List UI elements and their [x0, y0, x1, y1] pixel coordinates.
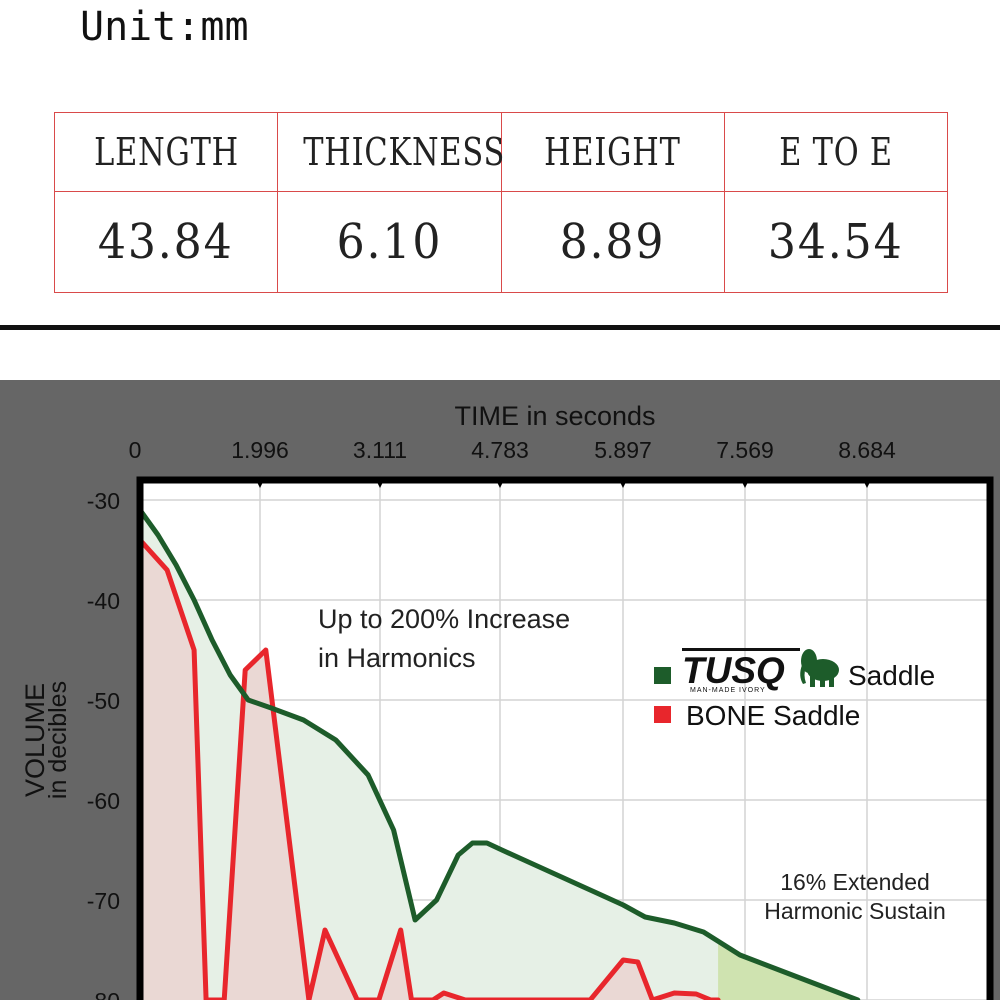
chart-panel: TIME in seconds 0 1.996 3.111 4.783 5.897 7.5…	[0, 380, 1000, 1000]
value-thickness: 6.10	[277, 191, 502, 293]
y-tick-labels: -30 -40 -50 -60 -70 -80	[87, 488, 120, 1000]
annotation-increase-line1: Up to 200% Increase	[318, 604, 570, 634]
unit-label: Unit:mm	[80, 4, 249, 50]
x-tick-label: 7.569	[716, 437, 774, 463]
top-tick-mark	[618, 478, 628, 488]
top-tick-mark	[495, 478, 505, 488]
y-tick-label: -80	[87, 988, 120, 1000]
header-thickness: THICKNESS	[277, 112, 505, 192]
sustain-highlight-fill	[718, 941, 858, 1000]
header-length: LENGTH	[53, 112, 279, 192]
top-tick-marks	[255, 478, 872, 488]
legend-brand-tagline: MAN-MADE IVORY	[690, 687, 766, 694]
table-header-row: LENGTH THICKNESS HEIGHT E TO E	[53, 112, 949, 192]
bone-area-fill	[140, 540, 719, 1000]
y-axis-subtitle: in decibles	[44, 681, 72, 799]
legend-label-bone: BONE Saddle	[686, 700, 860, 731]
header-height: HEIGHT	[500, 112, 725, 192]
y-tick-label: -70	[87, 888, 120, 914]
x-axis-title: TIME in seconds	[454, 401, 655, 431]
x-tick-label: 3.111	[353, 437, 407, 463]
plot-frame	[136, 476, 994, 1000]
top-tick-mark	[375, 478, 385, 488]
value-length: 43.84	[53, 191, 279, 293]
bone-series-line	[137, 537, 721, 1000]
legend-brand-tusq: TUSQ	[682, 650, 785, 691]
legend-swatch-bone	[654, 706, 671, 723]
tusq-series-line	[137, 507, 861, 1000]
x-tick-label: 5.897	[594, 437, 652, 463]
annotation-sustain: 16% Extended Harmonic Sustain	[764, 869, 946, 924]
value-height: 8.89	[500, 191, 725, 293]
top-tick-mark	[255, 478, 265, 488]
legend: TUSQ MAN-MADE IVORY Saddle BONE Saddle	[654, 648, 935, 731]
section-divider	[0, 325, 1000, 330]
header-e-to-e: E TO E	[723, 112, 949, 192]
annotation-sustain-line2: Harmonic Sustain	[764, 898, 946, 924]
annotation-increase-line2: in Harmonics	[318, 643, 476, 673]
y-tick-label: -60	[87, 788, 120, 814]
series-lines	[137, 507, 861, 1000]
x-tick-label: 8.684	[838, 437, 896, 463]
legend-label-tusq: Saddle	[848, 660, 935, 691]
annotation-sustain-line1: 16% Extended	[780, 869, 930, 895]
volume-time-chart: TIME in seconds 0 1.996 3.111 4.783 5.897 7.5…	[20, 401, 994, 1000]
table-value-row: 43.84 6.10 8.89 34.54	[53, 191, 949, 293]
y-tick-label: -50	[87, 688, 120, 714]
legend-swatch-tusq	[654, 667, 671, 684]
top-tick-mark	[740, 478, 750, 488]
y-tick-label: -40	[87, 588, 120, 614]
x-tick-labels: 0 1.996 3.111 4.783 5.897 7.569 8.684	[129, 437, 896, 463]
x-tick-label: 4.783	[471, 437, 529, 463]
legend-brand-rule	[682, 648, 800, 651]
tusq-area-fill	[140, 510, 858, 1000]
value-e-to-e: 34.54	[723, 191, 949, 293]
x-tick-label: 1.996	[231, 437, 289, 463]
elephant-logo-icon	[800, 649, 839, 687]
top-tick-mark	[862, 478, 872, 488]
y-tick-label: -30	[87, 488, 120, 514]
y-axis-title: VOLUME	[20, 683, 50, 797]
series-areas	[140, 510, 858, 1000]
annotation-increase: Up to 200% Increase in Harmonics	[318, 604, 570, 673]
dimensions-table: LENGTH THICKNESS HEIGHT E TO E 43.84 6.1…	[53, 112, 949, 293]
x-tick-label: 0	[129, 437, 142, 463]
